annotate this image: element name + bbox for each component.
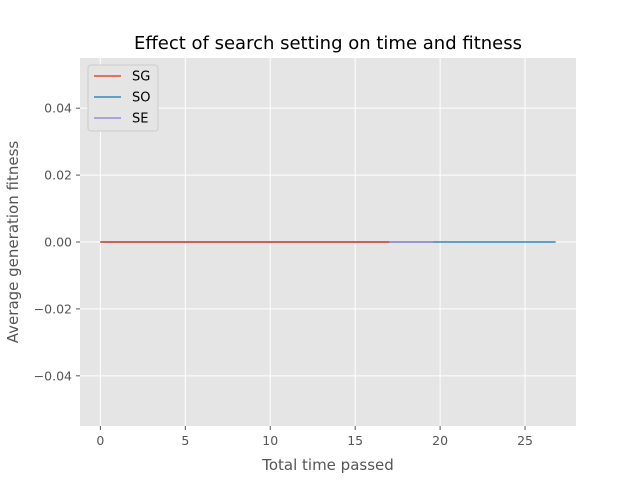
y-tick-label: 0.02 (44, 168, 72, 183)
y-tick-label: 0.00 (44, 235, 72, 250)
x-tick-label: 5 (181, 433, 189, 448)
x-tick-label: 10 (262, 433, 278, 448)
chart-title: Effect of search setting on time and fit… (134, 33, 522, 54)
legend-label: SG (132, 70, 150, 85)
y-tick-label: 0.04 (44, 101, 72, 116)
legend-box (87, 64, 159, 132)
y-axis-label: Average generation fitness (4, 141, 22, 344)
x-tick-label: 0 (96, 433, 104, 448)
y-tick-label: −0.04 (34, 368, 72, 383)
y-tick-label: −0.02 (34, 301, 72, 316)
ticks: 0 5 10 15 20 25 −0.04 −0.02 0.00 0.02 0.04 (34, 101, 533, 448)
x-axis-label: Total time passed (261, 456, 394, 474)
legend-label: SE (132, 112, 148, 127)
x-tick-label: 15 (347, 433, 363, 448)
x-tick-label: 25 (517, 433, 533, 448)
legend: SG SO SE (87, 64, 159, 132)
x-tick-label: 20 (432, 433, 448, 448)
legend-label: SO (132, 91, 150, 106)
